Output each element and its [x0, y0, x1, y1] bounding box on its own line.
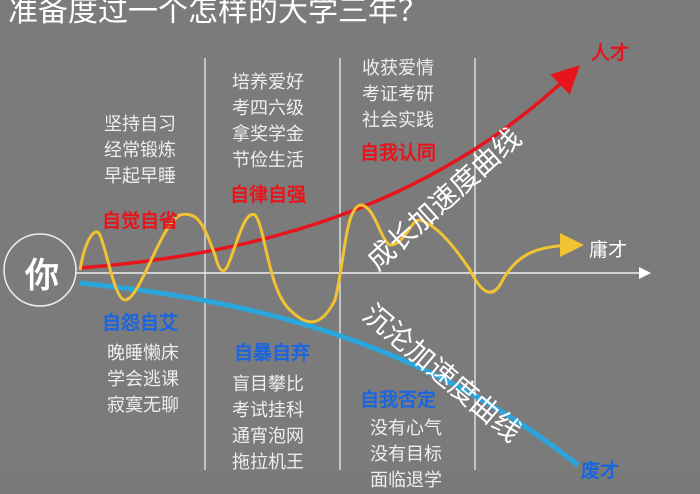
- list-item: 没有心气: [370, 418, 442, 439]
- positive-list-1: 坚持自习 经常锻炼 早起早睡: [104, 112, 176, 190]
- list-item: 培养爱好: [232, 72, 304, 93]
- negative-heading-2: 自暴自弃: [233, 342, 311, 364]
- negative-list-3: 没有心气 没有目标 面临退学: [370, 416, 442, 494]
- list-item: 没有目标: [370, 444, 442, 465]
- list-item: 考证考研: [362, 84, 434, 105]
- positive-list-3: 收获爱情 考证考研 社会实践: [362, 56, 434, 134]
- outcome-talent: 人才: [590, 42, 630, 64]
- curves-canvas: [3, 58, 651, 470]
- positive-heading-3: 自我认同: [359, 142, 437, 164]
- list-item: 节俭生活: [232, 150, 304, 171]
- list-item: 考试挂科: [232, 400, 304, 421]
- list-item: 坚持自习: [104, 114, 176, 135]
- list-item: 通宵泡网: [232, 426, 304, 447]
- list-item: 经常锻炼: [104, 140, 176, 161]
- positive-heading-2: 自律自强: [229, 184, 307, 206]
- list-item: 早起早睡: [104, 166, 176, 187]
- you-circle: [3, 233, 77, 307]
- outcome-mediocre: 庸才: [588, 239, 628, 261]
- list-item: 盲目攀比: [232, 374, 304, 395]
- page-title: 准备度过一个怎样的大学三年？: [8, 0, 428, 29]
- negative-heading-1: 自怨自艾: [101, 312, 179, 334]
- list-item: 拿奖学金: [232, 124, 304, 145]
- list-item: 面临退学: [370, 470, 442, 491]
- list-item: 考四六级: [232, 98, 304, 119]
- diagram: 准备度过一个怎样的大学三年？ 你 人才 庸才 废才 成长加速度曲线 沉沦加速度曲…: [3, 0, 651, 491]
- list-item: 社会实践: [362, 110, 434, 131]
- positive-list-2: 培养爱好 考四六级 拿奖学金 节俭生活: [232, 70, 304, 174]
- decline-curve: [79, 280, 580, 467]
- list-item: 收获爱情: [362, 58, 434, 79]
- list-item: 拖拉机王: [232, 452, 304, 473]
- you-label: 你: [25, 256, 59, 296]
- average-curve: [78, 203, 584, 324]
- list-item: 学会逃课: [107, 369, 179, 390]
- list-item: 晚睡懒床: [107, 343, 179, 364]
- positive-heading-1: 自觉自省: [101, 210, 179, 232]
- negative-list-2: 盲目攀比 考试挂科 通宵泡网 拖拉机王: [232, 372, 304, 476]
- negative-list-1: 晚睡懒床 学会逃课 寂寞无聊: [107, 341, 179, 419]
- negative-heading-3: 自我否定: [359, 389, 437, 411]
- list-item: 寂寞无聊: [107, 395, 179, 416]
